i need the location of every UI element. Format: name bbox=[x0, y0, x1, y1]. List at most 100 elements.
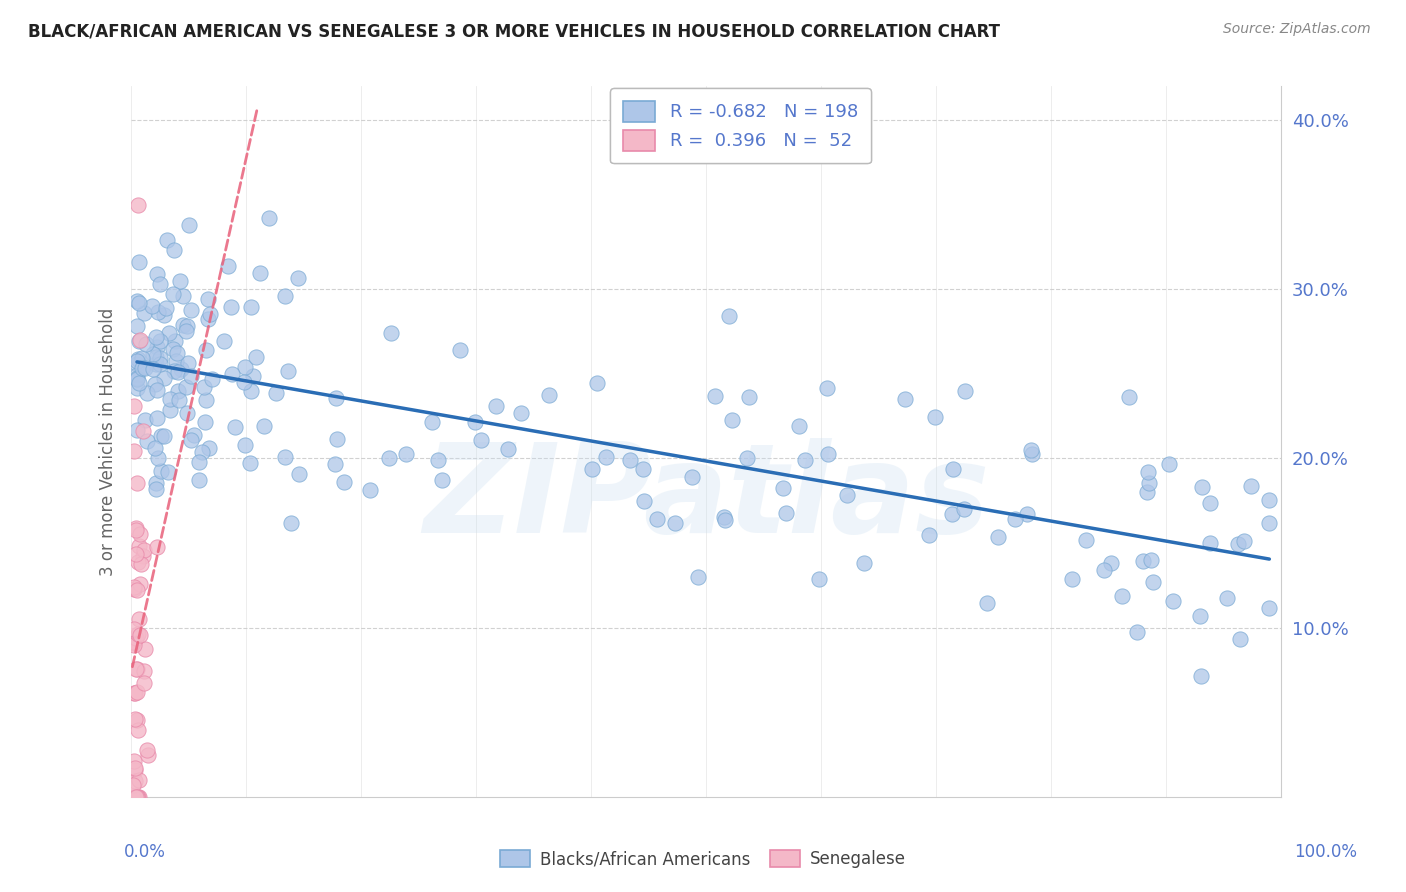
Point bbox=[197, 292, 219, 306]
Point bbox=[1229, 632, 1251, 646]
Point bbox=[166, 346, 188, 360]
Point bbox=[145, 475, 167, 490]
Point bbox=[720, 413, 742, 427]
Point bbox=[735, 451, 758, 466]
Point bbox=[122, 581, 145, 595]
Point bbox=[1232, 533, 1254, 548]
Point bbox=[378, 451, 401, 466]
Point bbox=[125, 662, 148, 676]
Point bbox=[125, 521, 148, 535]
Point bbox=[395, 447, 418, 461]
Point bbox=[332, 475, 354, 489]
Point bbox=[510, 406, 533, 420]
Point bbox=[122, 789, 145, 804]
Point bbox=[194, 343, 217, 358]
Point bbox=[124, 774, 146, 789]
Point bbox=[145, 411, 167, 425]
Point bbox=[162, 342, 184, 356]
Point bbox=[145, 329, 167, 343]
Point bbox=[1021, 447, 1043, 461]
Point bbox=[1199, 496, 1222, 510]
Point bbox=[149, 351, 172, 365]
Point bbox=[815, 381, 838, 395]
Point bbox=[149, 357, 172, 371]
Point bbox=[893, 392, 915, 407]
Point bbox=[180, 434, 202, 448]
Point bbox=[1216, 591, 1239, 606]
Point bbox=[134, 361, 156, 376]
Point bbox=[1258, 601, 1281, 615]
Point bbox=[156, 233, 179, 247]
Point bbox=[122, 778, 145, 792]
Point bbox=[143, 441, 166, 455]
Point bbox=[249, 266, 271, 280]
Point bbox=[132, 549, 155, 563]
Point bbox=[125, 631, 148, 645]
Point bbox=[221, 300, 243, 314]
Point bbox=[131, 360, 153, 375]
Point bbox=[837, 488, 859, 502]
Point bbox=[772, 481, 794, 495]
Point bbox=[1136, 485, 1159, 500]
Point bbox=[174, 324, 197, 338]
Point bbox=[145, 357, 167, 371]
Point bbox=[1092, 563, 1115, 577]
Point bbox=[464, 415, 486, 429]
Point bbox=[198, 307, 221, 321]
Point bbox=[1118, 390, 1140, 404]
Point bbox=[146, 305, 169, 319]
Point bbox=[953, 384, 976, 398]
Point bbox=[127, 555, 149, 569]
Point bbox=[197, 312, 219, 326]
Point bbox=[122, 635, 145, 649]
Point bbox=[264, 386, 287, 401]
Point bbox=[664, 516, 686, 531]
Point bbox=[1189, 609, 1212, 624]
Point bbox=[1126, 625, 1149, 640]
Point bbox=[135, 434, 157, 448]
Point bbox=[128, 334, 150, 348]
Point bbox=[581, 462, 603, 476]
Point bbox=[152, 428, 174, 442]
Point bbox=[787, 418, 810, 433]
Point bbox=[188, 455, 211, 469]
Text: ZIPatlas: ZIPatlas bbox=[423, 438, 990, 559]
Point bbox=[924, 409, 946, 424]
Point bbox=[1136, 465, 1159, 479]
Point bbox=[125, 357, 148, 371]
Point bbox=[127, 475, 149, 490]
Point bbox=[1199, 535, 1222, 549]
Point bbox=[183, 427, 205, 442]
Point bbox=[470, 433, 492, 447]
Point bbox=[125, 371, 148, 385]
Point bbox=[155, 301, 177, 315]
Point bbox=[242, 368, 264, 383]
Point bbox=[180, 302, 202, 317]
Point bbox=[221, 368, 243, 382]
Point bbox=[128, 295, 150, 310]
Point bbox=[1060, 573, 1083, 587]
Point bbox=[172, 318, 194, 333]
Point bbox=[157, 326, 180, 340]
Point bbox=[135, 337, 157, 351]
Point bbox=[127, 198, 149, 212]
Point bbox=[124, 582, 146, 596]
Point bbox=[1226, 537, 1249, 551]
Point bbox=[174, 379, 197, 393]
Point bbox=[132, 359, 155, 374]
Point bbox=[162, 287, 184, 301]
Point bbox=[134, 641, 156, 656]
Point bbox=[195, 392, 218, 407]
Point bbox=[233, 375, 256, 389]
Point bbox=[125, 368, 148, 383]
Legend: R = -0.682   N = 198, R =  0.396   N =  52: R = -0.682 N = 198, R = 0.396 N = 52 bbox=[610, 88, 870, 163]
Point bbox=[794, 453, 817, 467]
Point bbox=[125, 371, 148, 385]
Point bbox=[738, 390, 761, 404]
Point bbox=[240, 300, 263, 314]
Point bbox=[595, 450, 617, 464]
Point bbox=[136, 747, 159, 762]
Point bbox=[359, 483, 381, 497]
Point bbox=[146, 450, 169, 465]
Legend: Blacks/African Americans, Senegalese: Blacks/African Americans, Senegalese bbox=[494, 843, 912, 875]
